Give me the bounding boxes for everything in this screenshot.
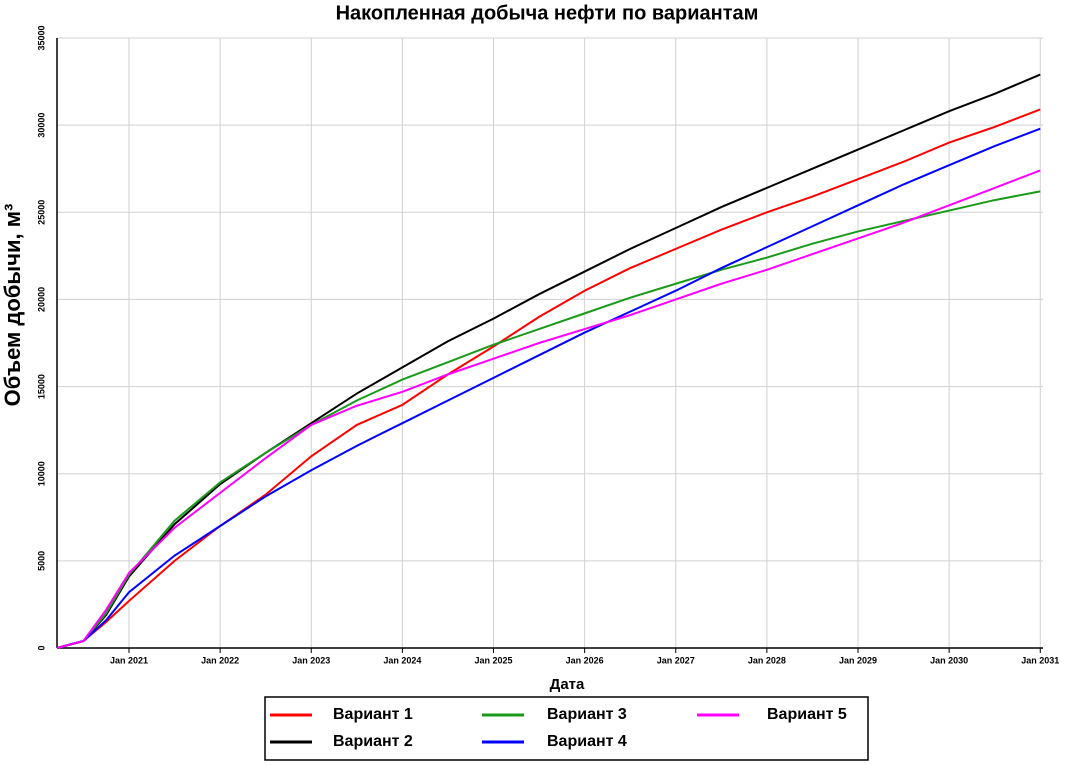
x-tick-label: Jan 2026	[566, 655, 604, 665]
x-tick-label: Jan 2021	[110, 655, 148, 665]
y-axis-label: Объем добычи, м³	[0, 204, 25, 407]
legend-label: Вариант 2	[333, 733, 413, 750]
y-tick-label: 25000	[36, 200, 46, 225]
y-tick-label: 0	[36, 645, 46, 650]
x-axis-label: Дата	[550, 676, 585, 693]
legend-label: Вариант 5	[767, 706, 847, 723]
x-tick-label: Jan 2028	[748, 655, 786, 665]
y-tick-label: 35000	[36, 25, 46, 50]
legend-box	[264, 696, 869, 761]
series-line	[56, 108, 1041, 649]
legend-label: Вариант 1	[333, 706, 413, 723]
y-tick-label: 20000	[36, 287, 46, 312]
x-tick-label: Jan 2023	[292, 655, 330, 665]
x-tick-label: Jan 2022	[201, 655, 239, 665]
series-line	[56, 127, 1041, 649]
x-tick-label: Jan 2030	[930, 655, 968, 665]
y-tick-label: 15000	[36, 374, 46, 399]
chart-title: Накопленная добыча нефти по вариантам	[336, 2, 759, 24]
y-tick-label: 5000	[36, 551, 46, 571]
series-line	[56, 169, 1041, 649]
x-tick-label: Jan 2024	[383, 655, 421, 665]
x-tick-label: Jan 2025	[474, 655, 512, 665]
y-tick-label: 30000	[36, 113, 46, 138]
legend-label: Вариант 3	[547, 706, 627, 723]
series-line	[56, 190, 1041, 649]
series-line	[56, 73, 1041, 649]
x-tick-label: Jan 2027	[657, 655, 695, 665]
x-tick-label: Jan 2031	[1021, 655, 1059, 665]
x-tick-label: Jan 2029	[839, 655, 877, 665]
legend-label: Вариант 4	[547, 733, 627, 750]
y-tick-label: 10000	[36, 461, 46, 486]
